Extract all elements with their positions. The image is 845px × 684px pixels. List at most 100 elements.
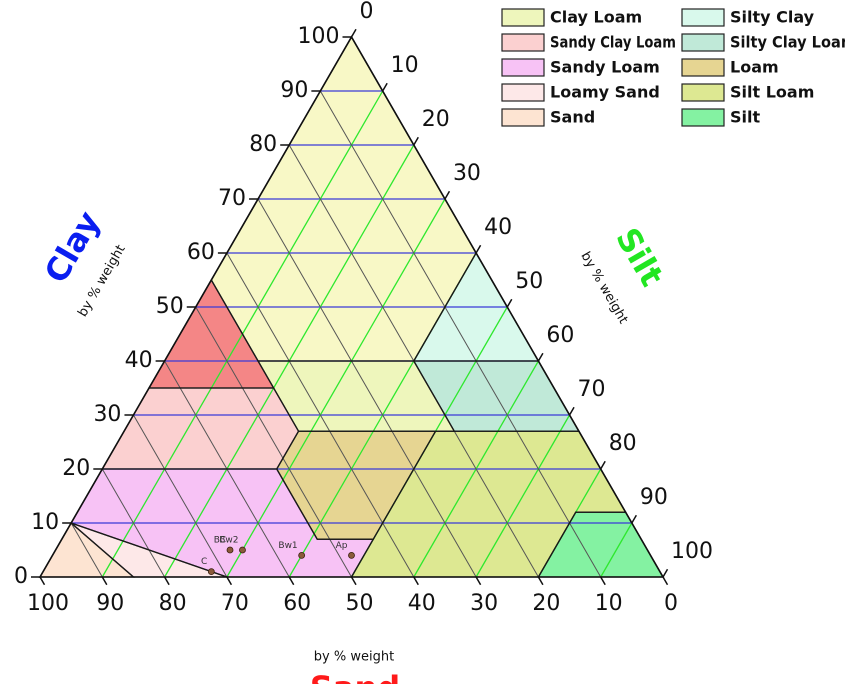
silt-tick [537,352,544,362]
silt-axis-title: Silt [608,221,671,292]
legend-label: Sandy Loam [550,58,660,77]
legend-label: Loamy Sand [550,83,660,102]
silt-tick [444,190,451,200]
legend-swatch [501,58,545,77]
region [538,512,663,577]
silt-tick-label: 80 [609,431,637,456]
silt-tick-label: 20 [422,107,450,132]
sand-tick-label: 50 [346,591,374,616]
clay-tick-label: 0 [14,564,28,589]
legend-swatch [681,83,725,102]
region [258,361,455,432]
legend-label: Silt Loam [730,83,814,102]
legend-label: Silty Clay [730,8,815,27]
silt-tick-label: 30 [453,161,481,186]
sand-tick-label: 30 [470,591,498,616]
sand-tick-label: 60 [283,591,311,616]
triangle-frame [38,35,665,578]
silt-grid-line [600,522,633,578]
legend-swatch [681,108,725,127]
legend-swatch [501,108,545,127]
silt-tick [662,568,669,578]
clay-tick-label: 100 [298,24,340,49]
clay-tick-label: 20 [62,456,90,481]
sand-tick [662,576,669,586]
sand-grid-line [195,306,352,578]
legend-label: Silt [730,108,760,127]
sand-grid-line [133,414,228,578]
sample-point [348,552,355,559]
region [276,431,436,540]
silt-tick-label: 40 [484,215,512,240]
sand-axis-sublabel: by % weight [314,650,394,665]
sample-label: BC [214,536,226,546]
silt-tick-label: 0 [360,0,374,24]
sand-tick-label: 10 [595,591,623,616]
sand-tick-label: 20 [532,591,560,616]
sand-tick-label: 40 [408,591,436,616]
clay-tick-label: 50 [156,294,184,319]
sand-tick-label: 80 [159,591,187,616]
clay-tick-label: 60 [187,240,215,265]
sand-tick-label: 0 [664,591,678,616]
legend-swatch [681,33,725,52]
sample-point [226,546,234,554]
region [351,431,626,577]
sample-point [298,552,306,559]
sample-label: Bw2 [219,536,238,546]
sand-grid-line [257,198,477,578]
sample-label: C [201,557,207,567]
sand-grid-line [319,90,602,578]
sand-tick [475,576,482,586]
sample-point [239,546,246,554]
silt-tick [600,460,606,470]
sand-tick [537,576,544,586]
region [102,388,299,469]
legend-label: Silty Clay Loam [730,33,845,52]
sand-tick-label: 100 [27,591,69,616]
clay-tick-label: 10 [31,510,59,535]
silt-tick-label: 50 [515,269,543,294]
sand-tick [413,576,419,586]
sand-grid-line [70,522,103,578]
sample-point [207,568,215,575]
silt-tick-label: 60 [546,323,574,348]
legend-swatch [501,33,545,52]
silt-tick-label: 100 [671,539,713,564]
sand-tick [226,576,233,586]
legend-label: Sand [550,108,595,127]
sample-label: Ap [336,541,348,551]
silt-tick-label: 90 [640,485,668,510]
clay-tick-label: 90 [280,78,308,103]
sand-tick [101,576,108,586]
clay-tick-label: 70 [218,186,246,211]
silt-tick [475,244,482,254]
silt-tick-label: 10 [391,53,419,78]
silt-tick [631,514,637,524]
legend-swatch [681,8,725,27]
sand-grid-line [101,468,166,578]
silt-tick [382,82,388,92]
silt-tick [506,298,513,308]
sample-label: Bw1 [278,541,297,551]
clay-tick-label: 80 [249,132,277,157]
legend-label: Sandy Clay Loam [550,33,676,52]
legend-label: Clay Loam [550,8,642,27]
sand-tick [350,576,357,586]
silt-grid-line [226,198,446,578]
silt-tick [413,136,419,146]
clay-tick-label: 40 [125,348,153,373]
legend-swatch [501,83,545,102]
legend-swatch [681,58,725,77]
silt-tick [568,406,575,416]
sand-tick [288,576,295,586]
silt-tick-label: 70 [578,377,606,402]
overlay: 0102030405060708090100010203040506070809… [14,0,845,684]
silt-tick [350,28,357,38]
sand-tick [39,576,46,586]
sand-tick-label: 70 [221,591,249,616]
legend-label: Loam [730,58,779,77]
silt-grid-line [475,414,571,578]
sand-tick-label: 90 [96,591,124,616]
